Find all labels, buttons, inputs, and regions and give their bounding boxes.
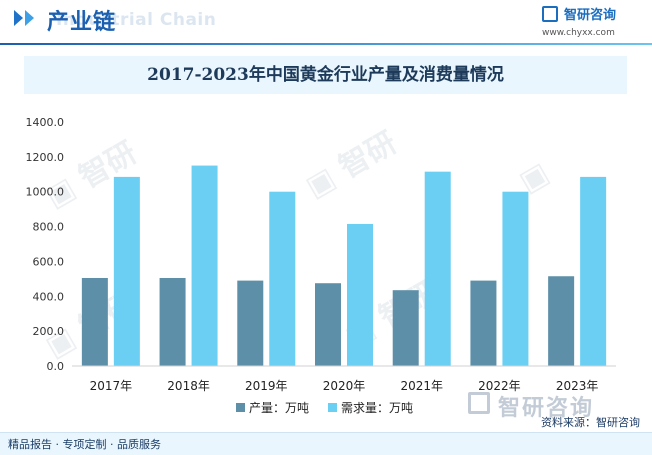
y-tick-label: 400.0 [33,290,65,303]
logo-text: 智研咨询 [564,8,617,23]
bar-production [237,280,264,366]
bar-demand [113,176,140,366]
bar-production [159,277,186,366]
header-bullet-icon [14,8,42,28]
legend-swatch [328,403,337,412]
legend-label: 产量：万吨 [249,401,309,415]
bar-demand [502,191,529,366]
x-tick-label: 2023年 [556,379,599,393]
chart-bars [81,165,607,366]
bar-production [548,276,575,366]
chart-title-band: 2017-2023年中国黄金行业产量及消费量情况 [24,56,627,94]
x-tick-label: 2018年 [167,379,210,393]
watermark-logo: 智研咨询 [468,390,638,421]
y-tick-label: 600.0 [33,255,65,268]
logo-url: www.chyxx.com [542,28,615,38]
bar-production [81,277,108,366]
y-tick-label: 1200.0 [26,151,65,164]
x-tick-label: 2022年 [478,379,521,393]
x-tick-label: 2020年 [323,379,366,393]
y-axis: 0.0 200.0 400.0 600.0 800.0 1000.0 1200.0 1400.… [26,116,65,373]
bar-demand [347,223,373,366]
x-tick-label: 2021年 [400,379,443,393]
x-tick-label: 2017年 [90,379,133,393]
y-tick-label: 0.0 [47,360,65,373]
legend-swatch [236,403,245,412]
brand-logo: 智研咨询 www.chyxx.com [542,4,632,40]
page-header: Industrial Chain 产业链 智研咨询 www.chyxx.com [0,0,652,45]
bar-production [392,290,419,366]
bar-demand [580,176,607,366]
header-divider [0,43,652,45]
y-tick-label: 1400.0 [26,116,65,129]
y-tick-label: 200.0 [33,325,65,338]
page-footer: 资料来源：智研咨询 精品报告 · 专项定制 · 品质服务 [0,416,652,455]
chart-title: 2017-2023年中国黄金行业产量及消费量情况 [147,65,504,85]
bar-production [470,280,497,366]
bar-demand [424,171,451,366]
data-source: 资料来源：智研咨询 [541,416,640,429]
watermark-logo-icon [468,392,490,414]
x-tick-label: 2019年 [245,379,288,393]
page-title: 产业链 [47,10,117,35]
footer-tagline: 精品报告 · 专项定制 · 品质服务 [8,438,161,451]
legend-label: 需求量：万吨 [341,401,413,415]
bar-chart: 0.0 200.0 400.0 600.0 800.0 1000.0 1200.0 1400.… [26,116,616,415]
watermark-logo-text: 智研咨询 [498,396,595,421]
bar-demand [191,165,218,366]
bar-demand [269,191,296,366]
y-tick-label: 1000.0 [26,186,65,199]
logo-icon [542,6,558,22]
x-axis: 2017年 2018年 2019年 2020年 2021年 2022年 2023年 [72,365,616,393]
chart-legend: 产量：万吨 需求量：万吨 [236,401,413,415]
bar-production [315,283,341,366]
y-tick-label: 800.0 [33,221,65,234]
